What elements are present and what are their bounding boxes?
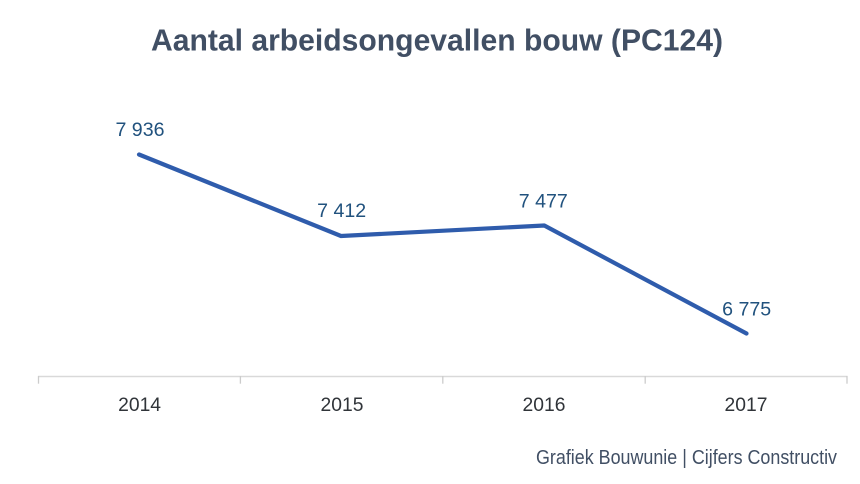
svg-text:7 412: 7 412 [317,200,366,222]
svg-text:6 775: 6 775 [722,299,771,321]
svg-text:Aantal arbeidsongevallen bouw: Aantal arbeidsongevallen bouw (PC124) [151,24,723,58]
svg-text:2015: 2015 [321,395,364,416]
svg-text:Grafiek Bouwunie | Cijfers Con: Grafiek Bouwunie | Cijfers Constructiv [536,447,837,469]
svg-text:7 477: 7 477 [519,191,568,213]
svg-text:2017: 2017 [725,395,768,416]
svg-text:2016: 2016 [523,395,566,416]
svg-text:7 936: 7 936 [115,119,164,141]
svg-text:2014: 2014 [118,395,161,416]
